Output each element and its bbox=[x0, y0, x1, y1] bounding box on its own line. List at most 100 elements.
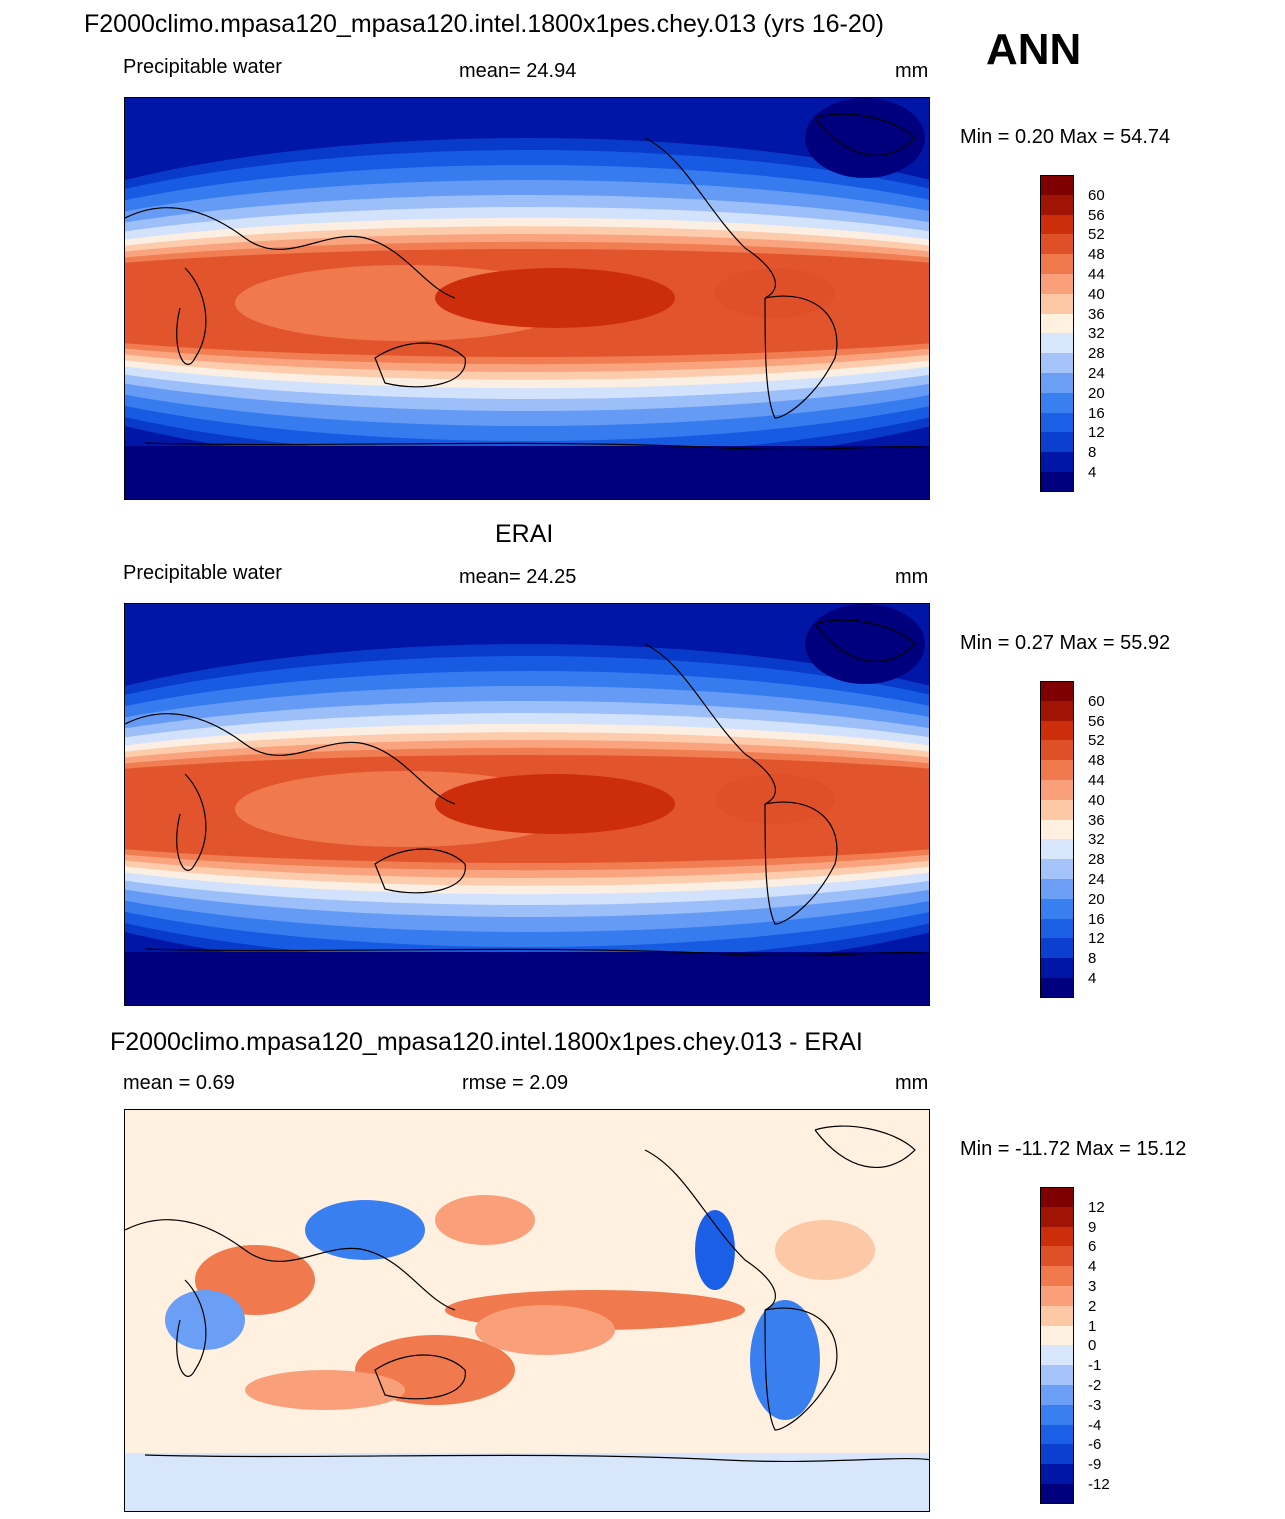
colorbar-swatch bbox=[1040, 1226, 1074, 1247]
colorbar-label: 1 bbox=[1088, 1317, 1097, 1335]
colorbar-swatch bbox=[1040, 234, 1074, 255]
colorbar-swatch bbox=[1040, 760, 1074, 781]
coastline bbox=[764, 801, 838, 925]
coastline bbox=[144, 1454, 929, 1463]
colorbar-label: 20 bbox=[1088, 384, 1105, 402]
case-title: F2000climo.mpasa120_mpasa120.intel.1800x… bbox=[84, 10, 885, 38]
panel1-minmax: Min = 0.20 Max = 54.74 bbox=[960, 126, 1171, 148]
colorbar-swatch bbox=[1040, 958, 1074, 979]
colorbar-swatch bbox=[1040, 938, 1074, 959]
colorbar-swatch bbox=[1040, 799, 1074, 821]
colorbar-swatch bbox=[1040, 740, 1074, 761]
colorbar-label: 44 bbox=[1088, 772, 1105, 789]
colorbar-swatch bbox=[1040, 819, 1074, 840]
colorbar-swatch bbox=[1040, 1266, 1074, 1287]
colorbar-label: -2 bbox=[1088, 1377, 1102, 1394]
panel2-title: ERAI bbox=[495, 520, 554, 548]
coastline bbox=[176, 267, 207, 365]
colorbar-swatch bbox=[1040, 1484, 1074, 1505]
colorbar-swatch bbox=[1040, 1365, 1074, 1386]
colorbar-swatch bbox=[1040, 333, 1074, 354]
colorbar-label: 44 bbox=[1088, 266, 1105, 283]
colorbar-label: 48 bbox=[1088, 246, 1105, 264]
colorbar-label: 16 bbox=[1088, 404, 1105, 422]
colorbar-swatch bbox=[1040, 700, 1074, 722]
colorbar-swatch bbox=[1040, 839, 1074, 860]
colorbar-swatch bbox=[1040, 681, 1074, 702]
colorbar-swatch bbox=[1040, 1187, 1074, 1208]
colorbar-label: 4 bbox=[1088, 464, 1097, 481]
colorbar-swatch bbox=[1040, 780, 1074, 801]
panel2-field bbox=[125, 604, 929, 1005]
panel2-stat: mean= 24.25 bbox=[459, 566, 577, 588]
colorbar-swatch bbox=[1040, 1424, 1074, 1445]
panel3-title: F2000climo.mpasa120_mpasa120.intel.1800x… bbox=[110, 1028, 863, 1056]
colorbar-swatch bbox=[1040, 373, 1074, 394]
colorbar-swatch bbox=[1040, 194, 1074, 216]
panel1-field bbox=[125, 98, 929, 499]
colorbar-swatch bbox=[1040, 1444, 1074, 1465]
colorbar-swatch bbox=[1040, 353, 1074, 374]
colorbar-label: 52 bbox=[1088, 226, 1105, 244]
coastline bbox=[144, 442, 929, 451]
colorbar-label: 20 bbox=[1088, 890, 1105, 908]
colorbar-swatch bbox=[1040, 432, 1074, 453]
panel1-stat: mean= 24.94 bbox=[459, 60, 577, 82]
colorbar-swatch bbox=[1040, 313, 1074, 334]
colorbar-label: 40 bbox=[1088, 285, 1105, 303]
colorbar-swatch bbox=[1040, 1305, 1074, 1327]
colorbar-label: 12 bbox=[1088, 1198, 1105, 1216]
colorbar-label: 8 bbox=[1088, 444, 1097, 462]
colorbar-label: 32 bbox=[1088, 325, 1105, 343]
panel2-map bbox=[124, 603, 930, 1006]
panel2-minmax: Min = 0.27 Max = 55.92 bbox=[960, 632, 1171, 654]
colorbar-label: 6 bbox=[1088, 1238, 1097, 1256]
colorbar-label: 24 bbox=[1088, 365, 1105, 382]
coastline bbox=[644, 137, 776, 299]
colorbar-label: -3 bbox=[1088, 1396, 1102, 1414]
colorbar-label: 9 bbox=[1088, 1218, 1097, 1236]
coastline bbox=[814, 113, 916, 156]
panel3-map bbox=[124, 1109, 930, 1512]
colorbar-label: 56 bbox=[1088, 206, 1105, 224]
colorbar-label: 24 bbox=[1088, 871, 1105, 888]
coastline bbox=[125, 713, 456, 805]
colorbar-swatch bbox=[1040, 472, 1074, 493]
colorbar-label: 8 bbox=[1088, 950, 1097, 968]
colorbar-swatch bbox=[1040, 1404, 1074, 1426]
panel2-units: mm bbox=[895, 566, 929, 588]
colorbar-label: -1 bbox=[1088, 1357, 1102, 1375]
coastline bbox=[814, 1125, 916, 1168]
colorbar-swatch bbox=[1040, 1206, 1074, 1228]
panel3-mean: mean = 0.69 bbox=[123, 1072, 235, 1094]
colorbar-swatch bbox=[1040, 720, 1074, 741]
colorbar-label: -6 bbox=[1088, 1436, 1102, 1454]
colorbar-label: 28 bbox=[1088, 851, 1105, 869]
coastline bbox=[125, 207, 456, 299]
coastline bbox=[764, 1307, 838, 1431]
colorbar-label: 52 bbox=[1088, 732, 1105, 750]
colorbar-label: 48 bbox=[1088, 752, 1105, 770]
colorbar-label: 0 bbox=[1088, 1337, 1097, 1355]
colorbar-swatch bbox=[1040, 918, 1074, 939]
coastline bbox=[176, 1279, 207, 1377]
colorbar-label: 56 bbox=[1088, 712, 1105, 730]
colorbar-swatch bbox=[1040, 175, 1074, 196]
panel2-variable: Precipitable water bbox=[123, 562, 282, 584]
coastline bbox=[814, 619, 916, 662]
colorbar-swatch bbox=[1040, 1246, 1074, 1267]
colorbar-label: 60 bbox=[1088, 692, 1105, 710]
colorbar-swatch bbox=[1040, 859, 1074, 880]
coastline bbox=[374, 1354, 466, 1400]
panel1-variable: Precipitable water bbox=[123, 56, 282, 78]
colorbar-swatch bbox=[1040, 412, 1074, 433]
coastline bbox=[176, 773, 207, 871]
colorbar-label: 12 bbox=[1088, 930, 1105, 948]
coastline bbox=[144, 948, 929, 957]
colorbar-label: -12 bbox=[1088, 1476, 1110, 1493]
colorbar-swatch bbox=[1040, 898, 1074, 920]
colorbar-swatch bbox=[1040, 214, 1074, 235]
colorbar-label: 28 bbox=[1088, 345, 1105, 363]
colorbar-swatch bbox=[1040, 978, 1074, 999]
coastline bbox=[764, 295, 838, 419]
